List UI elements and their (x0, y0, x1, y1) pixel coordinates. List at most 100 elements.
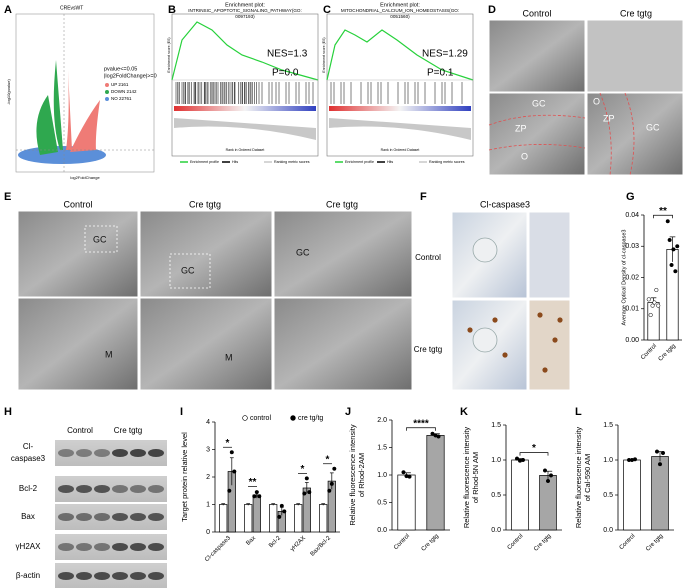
y-tick-label: 1.5 (603, 422, 613, 429)
follicle (472, 237, 498, 263)
label: Cre tgtg (114, 426, 142, 435)
panel-label: L (575, 406, 582, 418)
band (112, 572, 128, 580)
legend-label: DOWN 2142 (111, 89, 137, 94)
region-label: M (225, 352, 233, 362)
band (94, 513, 110, 521)
stained-cell (552, 337, 558, 343)
band (76, 572, 92, 580)
y-tick-label: 0.5 (603, 492, 613, 499)
label: Rank in Ordered Dataset (381, 148, 420, 152)
y-tick-label: 2 (206, 474, 210, 481)
label: |log2FoldChange|>=0 (104, 73, 157, 79)
stained-cell (537, 312, 543, 318)
band (58, 572, 74, 580)
significance: * (326, 454, 330, 465)
sig-bracket (519, 452, 549, 456)
x-tick-label: Control (640, 343, 658, 361)
label: Cl-caspase3 (480, 199, 530, 209)
x-tick-label: Cre tgtg (645, 533, 664, 552)
image (273, 210, 413, 298)
band (148, 513, 164, 521)
y-axis-label: of Rhod-5N AM (471, 452, 480, 503)
data-point (675, 244, 680, 249)
data-point (660, 450, 666, 456)
bar (623, 459, 641, 531)
bar (666, 249, 679, 341)
bar (219, 504, 228, 533)
legend-label: Ranking metric scores (274, 160, 310, 164)
data-point (646, 297, 651, 302)
data-point (302, 491, 307, 496)
region-label: GC (532, 98, 546, 108)
y-tick-label: 1.0 (377, 472, 387, 479)
x-tick-label: Control (393, 533, 411, 551)
label: caspase3 (11, 454, 46, 463)
x-tick-label: γH2AX (290, 535, 307, 552)
band (148, 572, 164, 580)
data-point (669, 262, 674, 268)
data-point (277, 514, 282, 519)
data-point (632, 457, 638, 462)
legend-marker (105, 97, 109, 101)
plot-frame (15, 13, 155, 173)
band (76, 449, 92, 457)
significance: ** (659, 206, 667, 217)
label: Cre tgtg (326, 199, 358, 209)
legend-label: Ranking metric scores (429, 160, 465, 164)
panel-label: I (180, 406, 183, 418)
data-point (304, 476, 309, 481)
label: β-actin (16, 571, 40, 580)
x-tick-label: Bax (245, 535, 257, 547)
label: Enrichment score (ES) (167, 37, 171, 72)
legend-marker (105, 83, 109, 87)
ranking-metric (174, 118, 316, 140)
region-label: O (593, 96, 600, 106)
follicle (472, 327, 498, 353)
data-point (327, 488, 332, 493)
y-tick-label: 0.00 (625, 337, 639, 344)
panel-label: H (4, 406, 12, 418)
data-point (648, 312, 653, 318)
band (112, 485, 128, 493)
data-point (307, 490, 312, 495)
x-tick-label: Control (507, 533, 525, 551)
y-tick-label: 0.03 (625, 243, 639, 250)
label: Enrichment plot: (380, 2, 420, 8)
band (76, 513, 92, 521)
data-point (542, 468, 548, 473)
y-axis-label: Relative fluorescence intensity (348, 424, 357, 526)
zoom-box (84, 225, 118, 253)
y-axis-label: Average Optical Density of cl-caspase3 (621, 230, 627, 326)
band (58, 485, 74, 493)
data-point (229, 450, 234, 455)
y-axis-label: Target protein relative level (180, 432, 189, 522)
y-tick-label: 1.5 (491, 422, 501, 429)
y-tick-label: 0.02 (625, 274, 639, 281)
hit-marks (175, 82, 314, 104)
stained-cell (502, 352, 508, 358)
panel-label: F (420, 191, 427, 203)
band (148, 485, 164, 493)
band (112, 449, 128, 457)
y-tick-label: 1.0 (603, 457, 613, 464)
enrichment-curve (171, 21, 319, 81)
data-point (654, 449, 660, 454)
data-point (401, 470, 406, 475)
label: γH2AX (16, 542, 42, 551)
zone-outline (599, 92, 635, 176)
bar (244, 504, 253, 533)
image (586, 19, 684, 93)
bar (319, 504, 328, 533)
zoom-box (169, 253, 211, 289)
label: Enrichment score (ES) (322, 37, 326, 72)
image (17, 297, 139, 391)
panel-label: J (345, 406, 351, 418)
data-point (656, 303, 661, 308)
x-tick-label: Cre tgtg (421, 533, 440, 552)
x-tick-label: Cl-caspase3 (204, 535, 232, 563)
band (94, 485, 110, 493)
legend-label: Hits (387, 160, 393, 164)
y-tick-label: 1.0 (491, 457, 501, 464)
x-tick-label: Control (619, 533, 637, 551)
